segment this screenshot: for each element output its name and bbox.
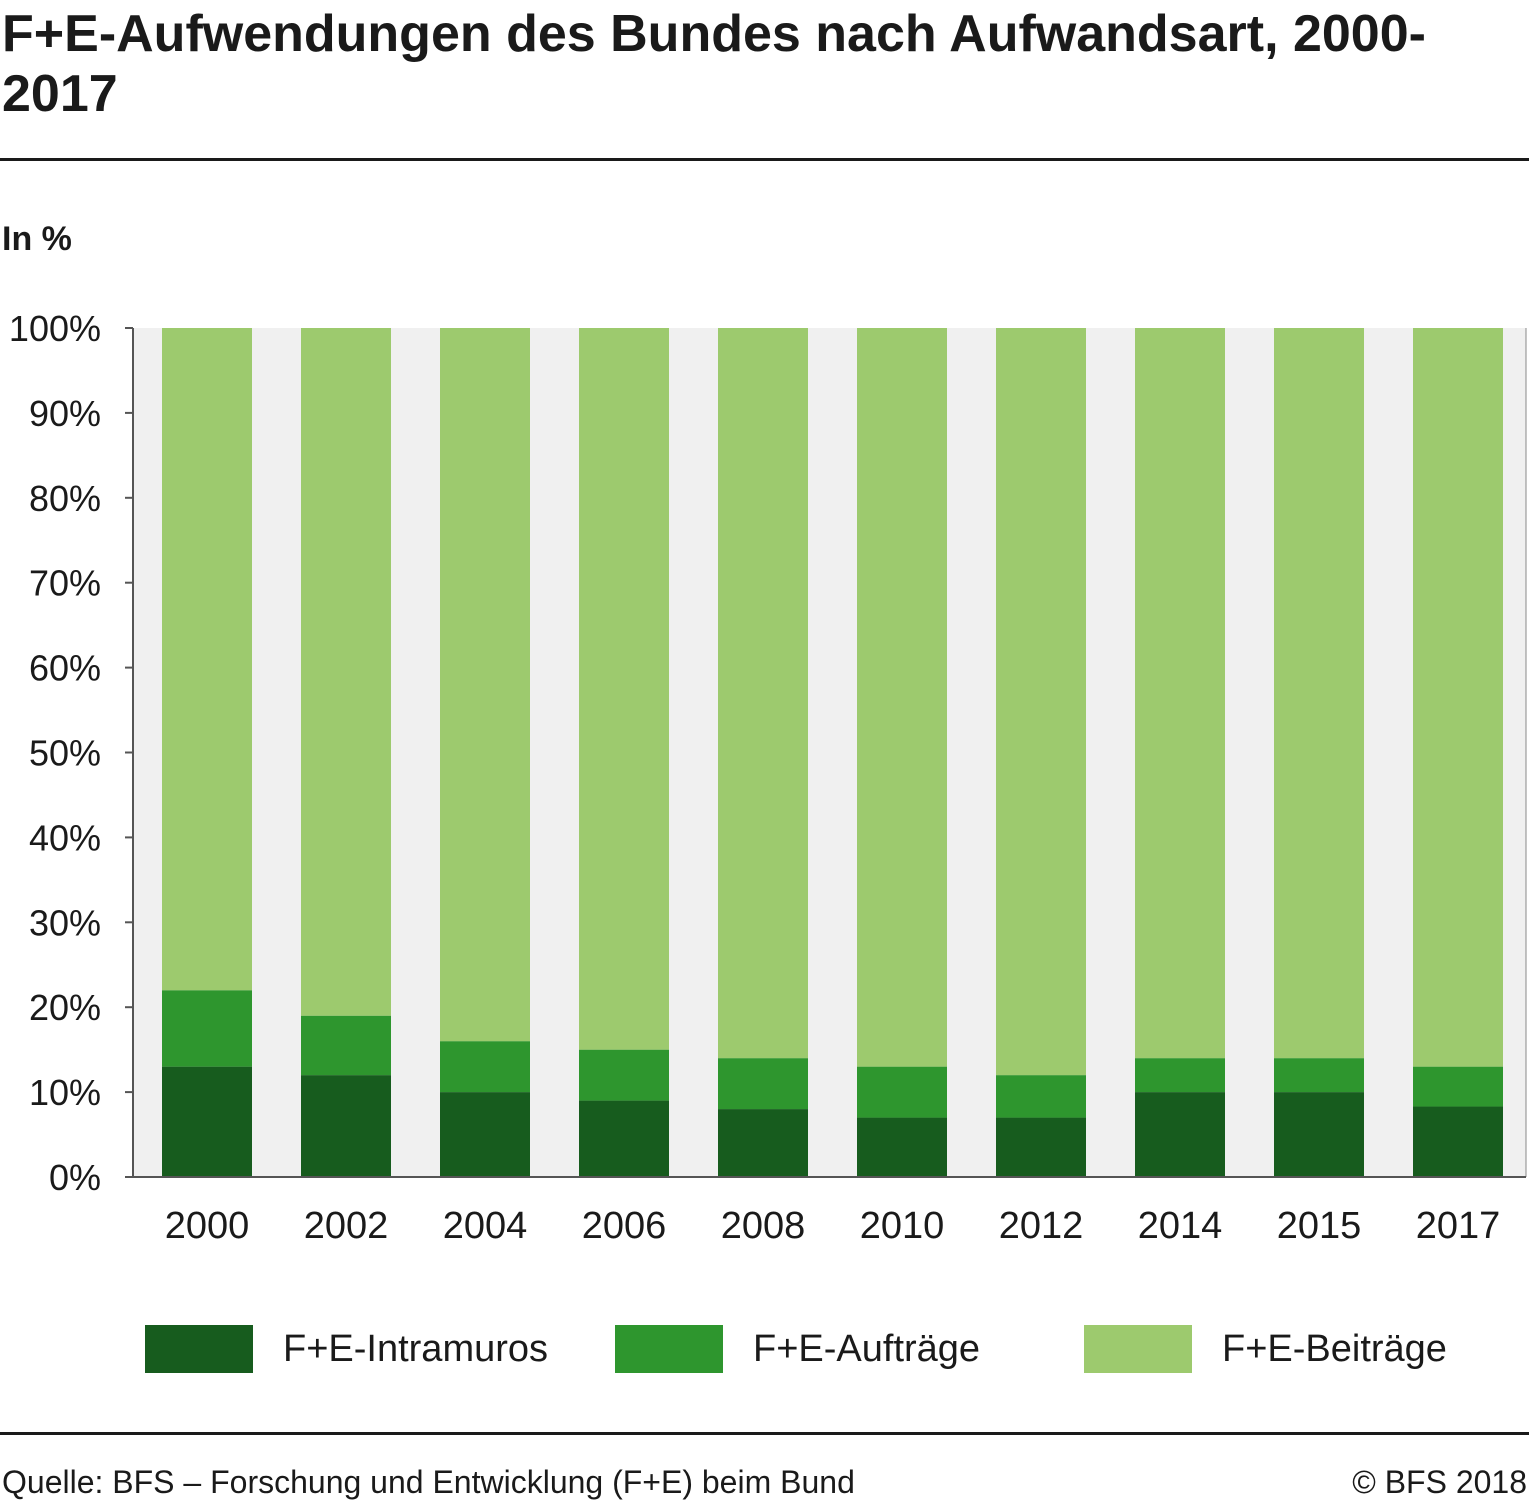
legend-label-intramuros: F+E-Intramuros (283, 1327, 549, 1370)
title-divider (0, 158, 1529, 161)
bar-beitraege-2008 (718, 328, 808, 1059)
bar-auftraege-2008 (718, 1058, 808, 1110)
y-tick-label-9: 90% (29, 393, 101, 434)
x-tick-label-2008: 2008 (721, 1205, 806, 1247)
x-tick-label-2015: 2015 (1277, 1205, 1362, 1247)
y-tick-label-1: 10% (29, 1072, 101, 1113)
y-tick-label-5: 50% (29, 733, 101, 774)
y-tick-label-2: 20% (29, 987, 101, 1028)
bar-auftraege-2015 (1274, 1058, 1364, 1093)
y-tick-label-3: 30% (29, 902, 101, 943)
legend-item-auftraege: F+E-Aufträge (615, 1324, 980, 1374)
x-tick-label-2010: 2010 (860, 1205, 945, 1247)
bar-intramuros-2010 (857, 1117, 947, 1177)
legend-label-auftraege: F+E-Aufträge (753, 1327, 981, 1370)
bar-beitraege-2012 (996, 328, 1086, 1076)
legend-swatch-intramuros (145, 1325, 253, 1373)
source-note: Quelle: BFS – Forschung und Entwicklung … (2, 1464, 855, 1500)
footer-divider (0, 1432, 1529, 1435)
bar-auftraege-2004 (440, 1041, 530, 1093)
x-tick-label-2002: 2002 (304, 1205, 389, 1247)
x-tick-label-2006: 2006 (582, 1205, 667, 1247)
bar-auftraege-2010 (857, 1066, 947, 1118)
y-tick-label-7: 70% (29, 563, 101, 604)
bar-beitraege-2000 (162, 328, 252, 991)
x-tick-label-2014: 2014 (1138, 1205, 1223, 1247)
bar-intramuros-2014 (1135, 1092, 1225, 1177)
legend-item-intramuros: F+E-Intramuros (145, 1324, 548, 1374)
bar-intramuros-2012 (996, 1117, 1086, 1177)
bar-beitraege-2014 (1135, 328, 1225, 1059)
bar-auftraege-2012 (996, 1075, 1086, 1118)
y-axis-unit-label: In % (2, 220, 72, 258)
legend-swatch-auftraege (615, 1325, 723, 1373)
y-tick-label-4: 40% (29, 817, 101, 858)
bar-beitraege-2015 (1274, 328, 1364, 1059)
bar-intramuros-2004 (440, 1092, 530, 1177)
bar-beitraege-2006 (579, 328, 669, 1050)
bar-beitraege-2017 (1413, 328, 1503, 1067)
copyright-note: © BFS 2018 (1352, 1464, 1527, 1500)
x-tick-label-2000: 2000 (165, 1205, 250, 1247)
bar-intramuros-2006 (579, 1100, 669, 1177)
bar-auftraege-2014 (1135, 1058, 1225, 1093)
bar-beitraege-2004 (440, 328, 530, 1042)
bar-intramuros-2008 (718, 1109, 808, 1177)
y-tick-label-6: 60% (29, 648, 101, 689)
legend-item-beitraege: F+E-Beiträge (1084, 1324, 1447, 1374)
y-tick-label-10: 100% (9, 308, 101, 349)
bar-intramuros-2017 (1413, 1106, 1503, 1177)
bar-auftraege-2006 (579, 1049, 669, 1101)
bar-auftraege-2000 (162, 990, 252, 1067)
chart-legend: F+E-Intramuros F+E-Aufträge F+E-Beiträge (0, 1324, 1529, 1374)
bar-beitraege-2010 (857, 328, 947, 1067)
bar-auftraege-2017 (1413, 1066, 1503, 1107)
x-tick-label-2004: 2004 (443, 1205, 528, 1247)
y-tick-label-8: 80% (29, 478, 101, 519)
bar-intramuros-2002 (301, 1075, 391, 1177)
bar-auftraege-2002 (301, 1015, 391, 1076)
bar-intramuros-2015 (1274, 1092, 1364, 1177)
x-tick-label-2017: 2017 (1416, 1205, 1501, 1247)
bar-beitraege-2002 (301, 328, 391, 1016)
chart-title: F+E-Aufwendungen des Bundes nach Aufwand… (2, 5, 1426, 123)
bar-intramuros-2000 (162, 1066, 252, 1177)
y-tick-label-0: 0% (49, 1157, 101, 1198)
legend-label-beitraege: F+E-Beiträge (1222, 1327, 1447, 1370)
x-tick-label-2012: 2012 (999, 1205, 1084, 1247)
stacked-bar-chart: 2000 2002 2004 2006 2008 2010 2012 2014 2015 2017… (9, 308, 1527, 1247)
legend-swatch-beitraege (1084, 1325, 1192, 1373)
